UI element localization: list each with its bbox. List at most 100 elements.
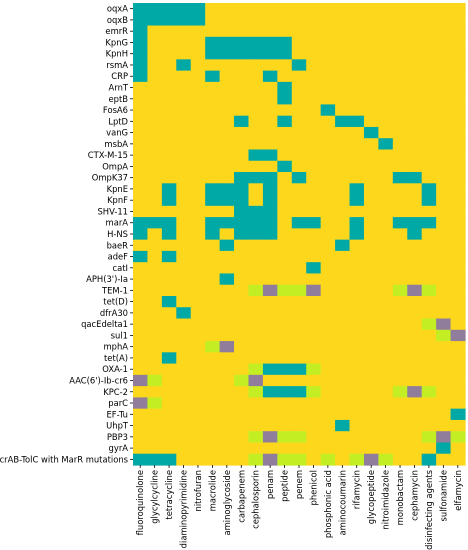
heatmap-cell bbox=[450, 363, 466, 376]
heatmap-cell bbox=[407, 397, 423, 410]
heatmap-cell bbox=[450, 341, 466, 353]
heatmap-cell bbox=[378, 273, 394, 286]
heatmap-cell bbox=[219, 307, 235, 320]
heatmap-cell bbox=[176, 217, 192, 229]
heatmap-cell bbox=[349, 205, 365, 218]
heatmap-cell bbox=[219, 70, 235, 83]
heatmap-cell bbox=[262, 25, 278, 38]
heatmap-cell bbox=[392, 115, 408, 128]
heatmap-cell bbox=[176, 228, 192, 241]
heatmap-cell bbox=[363, 228, 379, 241]
heatmap-cell bbox=[450, 386, 466, 398]
heatmap-cell bbox=[277, 228, 293, 241]
heatmap-cell bbox=[392, 104, 408, 117]
heatmap-cell bbox=[277, 217, 293, 229]
y-tick-label: OmpA bbox=[102, 161, 128, 171]
heatmap-cell bbox=[378, 295, 394, 308]
heatmap-cell bbox=[277, 284, 293, 297]
heatmap-cell bbox=[262, 295, 278, 308]
heatmap-cell bbox=[161, 374, 177, 387]
heatmap-cell bbox=[262, 273, 278, 286]
heatmap-cell bbox=[291, 239, 307, 252]
heatmap-cell bbox=[335, 431, 351, 444]
heatmap-cell bbox=[176, 307, 192, 320]
heatmap-cell bbox=[378, 352, 394, 365]
x-tick-label: nitroimidazole bbox=[381, 470, 391, 530]
heatmap-cell bbox=[219, 295, 235, 308]
heatmap-cell bbox=[363, 194, 379, 207]
heatmap-cell bbox=[407, 36, 423, 49]
heatmap-cell bbox=[205, 81, 221, 94]
heatmap-cell bbox=[291, 329, 307, 342]
heatmap-cell bbox=[421, 149, 437, 162]
heatmap-cell bbox=[219, 363, 235, 376]
heatmap-cell bbox=[161, 386, 177, 398]
heatmap-cell bbox=[133, 70, 149, 83]
heatmap-cell bbox=[450, 329, 466, 342]
heatmap-cell bbox=[407, 183, 423, 196]
heatmap-cell bbox=[262, 149, 278, 162]
heatmap-cell bbox=[277, 341, 293, 353]
heatmap-cell bbox=[161, 408, 177, 421]
heatmap-cell bbox=[205, 194, 221, 207]
heatmap-cell bbox=[306, 228, 322, 241]
heatmap-cell bbox=[349, 352, 365, 365]
heatmap-cell bbox=[306, 352, 322, 365]
heatmap-cell bbox=[378, 70, 394, 83]
heatmap-cell bbox=[378, 172, 394, 184]
heatmap-cell bbox=[248, 386, 264, 398]
heatmap-cell bbox=[392, 138, 408, 151]
heatmap-cell bbox=[407, 239, 423, 252]
heatmap-cell bbox=[335, 183, 351, 196]
heatmap-cell bbox=[407, 374, 423, 387]
heatmap-cell bbox=[407, 205, 423, 218]
y-tick-label: oqxB bbox=[107, 15, 128, 25]
heatmap-cell bbox=[450, 104, 466, 117]
heatmap-cell bbox=[407, 329, 423, 342]
heatmap-cell bbox=[349, 183, 365, 196]
heatmap-cell bbox=[306, 250, 322, 263]
heatmap-cell bbox=[147, 239, 163, 252]
heatmap-cell bbox=[378, 329, 394, 342]
heatmap-cell bbox=[436, 262, 452, 275]
heatmap-cell bbox=[161, 273, 177, 286]
heatmap-cell bbox=[147, 397, 163, 410]
heatmap-cell bbox=[436, 273, 452, 286]
heatmap-cell bbox=[349, 14, 365, 27]
heatmap-cell bbox=[349, 93, 365, 106]
heatmap-cell bbox=[363, 329, 379, 342]
heatmap-cell bbox=[407, 273, 423, 286]
heatmap-cell bbox=[450, 126, 466, 139]
heatmap-cell bbox=[248, 205, 264, 218]
heatmap-cell bbox=[205, 228, 221, 241]
heatmap-cell bbox=[234, 149, 250, 162]
heatmap-cell bbox=[205, 318, 221, 331]
heatmap-cell bbox=[133, 126, 149, 139]
heatmap-cell bbox=[234, 341, 250, 353]
heatmap-cell bbox=[335, 93, 351, 106]
heatmap-cell bbox=[436, 284, 452, 297]
heatmap-cell bbox=[277, 25, 293, 38]
heatmap-cell bbox=[190, 217, 206, 229]
heatmap-cell bbox=[436, 341, 452, 353]
heatmap-cell bbox=[133, 453, 149, 466]
heatmap-cell bbox=[234, 93, 250, 106]
heatmap-cell bbox=[378, 341, 394, 353]
y-tick-label: ArnT bbox=[109, 83, 129, 93]
heatmap-cell bbox=[335, 194, 351, 207]
heatmap-cell bbox=[277, 3, 293, 15]
heatmap-cell bbox=[392, 14, 408, 27]
heatmap-cell bbox=[234, 3, 250, 15]
heatmap-cell bbox=[219, 228, 235, 241]
heatmap-cell bbox=[320, 126, 336, 139]
heatmap-cell bbox=[219, 138, 235, 151]
heatmap-cell bbox=[407, 341, 423, 353]
heatmap-cell bbox=[378, 374, 394, 387]
heatmap-cell bbox=[205, 431, 221, 444]
heatmap-cell bbox=[306, 149, 322, 162]
heatmap-cell bbox=[205, 217, 221, 229]
heatmap-cell bbox=[450, 3, 466, 15]
heatmap-cell bbox=[392, 352, 408, 365]
heatmap-cell bbox=[219, 149, 235, 162]
